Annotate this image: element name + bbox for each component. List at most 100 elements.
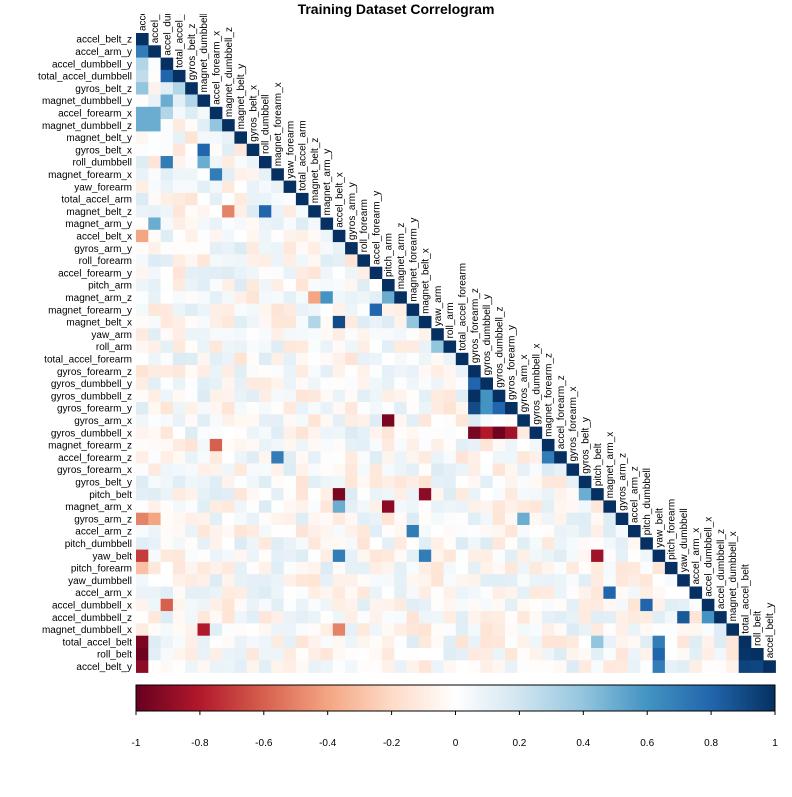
cell-magnet_dumbbell_x-accel_arm_y bbox=[148, 623, 161, 636]
cell-gyros_belt_y-gyros_belt_z bbox=[185, 475, 198, 489]
cell-roll_forearm-roll_forearm bbox=[357, 254, 370, 267]
cell-yaw_belt-gyros_forearm_z bbox=[468, 549, 481, 563]
cell-gyros_dumbbell_y-magnet_belt_x bbox=[418, 377, 432, 390]
cell-accel_dumbbell_z-accel_dumbbell_x bbox=[701, 611, 715, 624]
cell-yaw_forearm-magnet_belt_y bbox=[234, 180, 247, 194]
cell-accel_forearm_z-magnet_belt_z bbox=[308, 451, 321, 464]
cell-pitch_forearm-accel_forearm_z bbox=[554, 561, 567, 575]
cell-pitch_forearm-accel_arm_y bbox=[148, 561, 161, 575]
cell-gyros_forearm_y-accel_belt_x bbox=[332, 402, 346, 415]
cell-pitch_dumbbell-accel_belt_z bbox=[136, 537, 149, 550]
cell-gyros_arm_x-accel_belt_z bbox=[136, 414, 149, 427]
cell-pitch_dumbbell-accel_forearm_z bbox=[554, 537, 567, 550]
cell-accel_belt_y-accel_dumbbell_y bbox=[160, 660, 174, 673]
cell-accel_arm_x-magnet_arm_z bbox=[394, 586, 407, 600]
cell-roll_belt-magnet_arm_y bbox=[320, 648, 334, 661]
cell-gyros_belt_x-magnet_belt_y bbox=[234, 143, 247, 157]
cell-accel_belt_y-yaw_forearm bbox=[283, 660, 297, 673]
cell-yaw_belt-yaw_forearm bbox=[283, 549, 297, 563]
cell-roll_arm-magnet_belt_z bbox=[308, 340, 321, 354]
cell-accel_forearm_z-magnet_belt_x bbox=[418, 451, 432, 464]
cell-accel_belt_y-magnet_forearm_x bbox=[271, 660, 284, 673]
cell-accel_belt_y-accel_belt_y bbox=[763, 660, 776, 673]
cell-accel_arm_x-total_accel_forearm bbox=[455, 586, 469, 600]
cell-pitch_belt-magnet_arm_z bbox=[394, 488, 407, 501]
cell-accel_belt_x-magnet_arm_y bbox=[320, 229, 334, 243]
cell-yaw_belt-accel_belt_z bbox=[136, 549, 149, 563]
cell-pitch_forearm-magnet_arm_x bbox=[603, 561, 616, 575]
cell-accel_arm_x-accel_forearm_x bbox=[209, 586, 223, 600]
cell-accel_dumbbell_x-gyros_belt_x bbox=[246, 598, 260, 612]
cell-accel_arm_z-magnet_arm_z bbox=[394, 525, 407, 538]
cell-accel_belt_x-magnet_belt_z bbox=[308, 229, 321, 243]
cell-total_accel_belt-gyros_belt_z bbox=[185, 635, 198, 649]
cell-accel_arm_x-gyros_belt_x bbox=[246, 586, 260, 600]
row-label-magnet_belt_y: magnet_belt_y bbox=[66, 133, 132, 144]
row-label-gyros_arm_x: gyros_arm_x bbox=[74, 416, 132, 427]
cell-yaw_dumbbell-pitch_belt bbox=[591, 574, 604, 587]
cell-gyros_belt_y-gyros_forearm_x bbox=[566, 475, 580, 489]
cell-magnet_belt_x-magnet_forearm_x bbox=[271, 315, 284, 329]
column-label-pitch_forearm: pitch_forearm bbox=[667, 499, 678, 560]
cell-gyros_forearm_x-total_accel_dumbbell bbox=[172, 463, 186, 477]
cell-gyros_dumbbell_y-magnet_arm_y bbox=[320, 377, 334, 390]
cell-accel_dumbbell_z-gyros_forearm_z bbox=[468, 611, 481, 624]
cell-roll_arm-magnet_dumbbell_z bbox=[222, 340, 235, 354]
cell-gyros_belt_y-accel_forearm_y bbox=[369, 475, 383, 489]
cell-accel_forearm_z-magnet_dumbbell_z bbox=[222, 451, 235, 464]
column-label-gyros_dumbbell_y: gyros_dumbbell_y bbox=[482, 294, 493, 375]
cell-gyros_arm_z-gyros_dumbbell_y bbox=[480, 512, 493, 526]
cell-magnet_dumbbell_x-accel_forearm_x bbox=[209, 623, 223, 636]
column-label-yaw_dumbbell: yaw_dumbbell bbox=[679, 508, 690, 572]
cell-accel_forearm_z-gyros_forearm_z bbox=[468, 451, 481, 464]
cell-magnet_forearm_z-magnet_forearm_y bbox=[406, 438, 420, 452]
cell-roll_arm-gyros_belt_z bbox=[185, 340, 198, 354]
cell-magnet_arm_z-gyros_belt_z bbox=[185, 291, 198, 304]
cell-gyros_dumbbell_z-accel_belt_x bbox=[332, 389, 346, 403]
cell-gyros_forearm_x-gyros_belt_x bbox=[246, 463, 260, 477]
cell-magnet_arm_x-total_accel_dumbbell bbox=[172, 500, 186, 513]
cell-accel_dumbbell_z-gyros_dumbbell_z bbox=[492, 611, 506, 624]
cell-roll_belt-roll_belt bbox=[751, 648, 764, 661]
cell-magnet_forearm_z-accel_forearm_x bbox=[209, 438, 223, 452]
cell-magnet_arm_x-gyros_forearm_x bbox=[566, 500, 580, 513]
row-label-accel_dumbbell_y: accel_dumbbell_y bbox=[52, 59, 132, 70]
cell-gyros_forearm_y-roll_dumbbell bbox=[259, 402, 272, 415]
column-label-total_accel_forearm: total_accel_forearm bbox=[457, 263, 468, 351]
cell-yaw_forearm-gyros_belt_x bbox=[246, 180, 260, 194]
cell-accel_arm_x-magnet_belt_x bbox=[418, 586, 432, 600]
cell-gyros_arm_x-accel_forearm_y bbox=[369, 414, 383, 427]
cell-gyros_arm_z-gyros_belt_y bbox=[578, 512, 592, 526]
cell-magnet_forearm_x-gyros_belt_z bbox=[185, 168, 198, 181]
cell-gyros_dumbbell_y-gyros_belt_z bbox=[185, 377, 198, 390]
cell-gyros_arm_y-magnet_forearm_x bbox=[271, 242, 284, 255]
cell-pitch_forearm-accel_forearm_x bbox=[209, 561, 223, 575]
cell-magnet_forearm_x-accel_dumbbell_y bbox=[160, 168, 174, 181]
cell-accel_belt_y-yaw_belt bbox=[652, 660, 666, 673]
cell-magnet_forearm_z-accel_belt_x bbox=[332, 438, 346, 452]
cell-magnet_belt_x-magnet_belt_y bbox=[234, 315, 247, 329]
cell-pitch_belt-accel_dumbbell_y bbox=[160, 488, 174, 501]
cell-accel_forearm_z-gyros_dumbbell_y bbox=[480, 451, 493, 464]
cell-gyros_arm_y-gyros_belt_x bbox=[246, 242, 260, 255]
cell-accel_arm_x-magnet_arm_x bbox=[603, 586, 616, 600]
cell-pitch_belt-pitch_arm bbox=[382, 488, 395, 501]
cell-accel_forearm_z-accel_forearm_y bbox=[369, 451, 383, 464]
cell-magnet_belt_x-magnet_arm_y bbox=[320, 315, 334, 329]
cell-yaw_dumbbell-accel_forearm_y bbox=[369, 574, 383, 587]
cell-gyros_arm_x-gyros_forearm_z bbox=[468, 414, 481, 427]
cell-magnet_dumbbell_x-magnet_forearm_z bbox=[541, 623, 555, 636]
column-label-pitch_arm: pitch_arm bbox=[384, 233, 395, 277]
cell-gyros_arm_y-roll_dumbbell bbox=[259, 242, 272, 255]
column-label-total_accel_arm: total_accel_arm bbox=[298, 120, 309, 191]
cell-roll_arm-yaw_forearm bbox=[283, 340, 297, 354]
cell-magnet_arm_x-yaw_forearm bbox=[283, 500, 297, 513]
cell-magnet_arm_y-total_accel_arm bbox=[295, 217, 309, 231]
cell-accel_dumbbell_x-magnet_belt_x bbox=[418, 598, 432, 612]
cell-gyros_belt_y-roll_dumbbell bbox=[259, 475, 272, 489]
cell-yaw_arm-roll_forearm bbox=[357, 328, 370, 341]
row-label-pitch_dumbbell: pitch_dumbbell bbox=[65, 539, 132, 550]
cell-gyros_arm_x-roll_forearm bbox=[357, 414, 370, 427]
cell-gyros_forearm_y-magnet_belt_y bbox=[234, 402, 247, 415]
